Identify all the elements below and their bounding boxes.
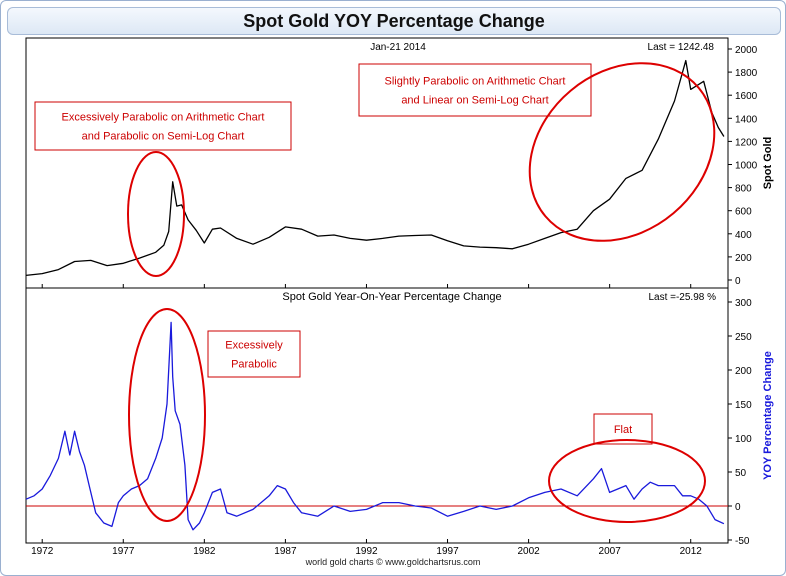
annotation-text-top-left: Excessively Parabolic on Arithmetic Char… [62,112,265,124]
top-y-tick-label: 400 [735,230,752,241]
annotation-text-top-right: Slightly Parabolic on Arithmetic Chart [385,76,566,88]
top-y-tick-label: 1600 [735,91,758,102]
bottom-y-tick-label: 0 [735,502,741,513]
bottom-left-ellipse [128,308,206,522]
bottom-y-tick-label: 300 [735,298,752,309]
annotation-text-top-right: and Linear on Semi-Log Chart [401,95,548,107]
annotation-box-top-right [358,63,592,117]
x-tick-label: 1982 [193,546,216,557]
date-label: Jan-21 2014 [370,42,426,53]
top-y-tick-label: 200 [735,253,752,264]
top-y-tick-label: 1400 [735,114,758,125]
annotation-box-bottom-right [593,413,653,445]
top-y-tick-label: 1200 [735,137,758,148]
bottom-y-tick-label: 150 [735,400,752,411]
x-tick-label: 2007 [599,546,622,557]
spot-gold-line [25,59,725,277]
top-y-tick-label: 1000 [735,161,758,172]
annotation-text-bottom-right: Flat [614,424,632,436]
top-y-tick-label: 2000 [735,45,758,56]
bottom-last-label: Last =-25.98 % [648,292,716,303]
annotation-text-bottom-left: Parabolic [231,359,277,371]
footer-credit: world gold charts © www.goldchartsrus.co… [305,557,481,567]
x-tick-label: 1987 [274,546,297,557]
annotation-box-top-left [34,101,292,151]
bottom-panel-title: Spot Gold Year-On-Year Percentage Change [282,291,501,303]
annotation-text-top-left: and Parabolic on Semi-Log Chart [82,131,245,143]
top-last-label: Last = 1242.48 [648,42,715,53]
bottom-right-ellipse [548,439,706,523]
chart-title: Spot Gold YOY Percentage Change [243,11,545,31]
bottom-y-tick-label: 200 [735,366,752,377]
top-y-tick-label: 800 [735,184,752,195]
bottom-y-tick-label: -50 [735,536,750,547]
x-tick-label: 2012 [680,546,703,557]
bottom-y-tick-label: 250 [735,332,752,343]
bottom-y-tick-label: 100 [735,434,752,445]
bottom-y-axis-label: YOY Percentage Change [762,351,774,480]
x-tick-label: 2002 [517,546,540,557]
top-right-ellipse [528,62,716,242]
top-y-tick-label: 600 [735,207,752,218]
x-tick-label: 1977 [112,546,135,557]
top-y-tick-label: 0 [735,276,741,287]
annotation-text-bottom-left: Excessively [225,340,283,352]
bottom-panel-border [25,287,729,544]
annotation-box-bottom-left [207,330,301,378]
yoy-change-line [25,321,725,531]
title-bar: Spot Gold YOY Percentage Change [7,7,781,35]
bottom-y-tick-label: 50 [735,468,747,479]
top-y-tick-label: 1800 [735,68,758,79]
x-tick-label: 1997 [436,546,459,557]
top-y-axis-label: Spot Gold [762,137,774,190]
x-tick-label: 1972 [31,546,54,557]
top-left-ellipse [127,151,185,277]
x-tick-label: 1992 [355,546,378,557]
